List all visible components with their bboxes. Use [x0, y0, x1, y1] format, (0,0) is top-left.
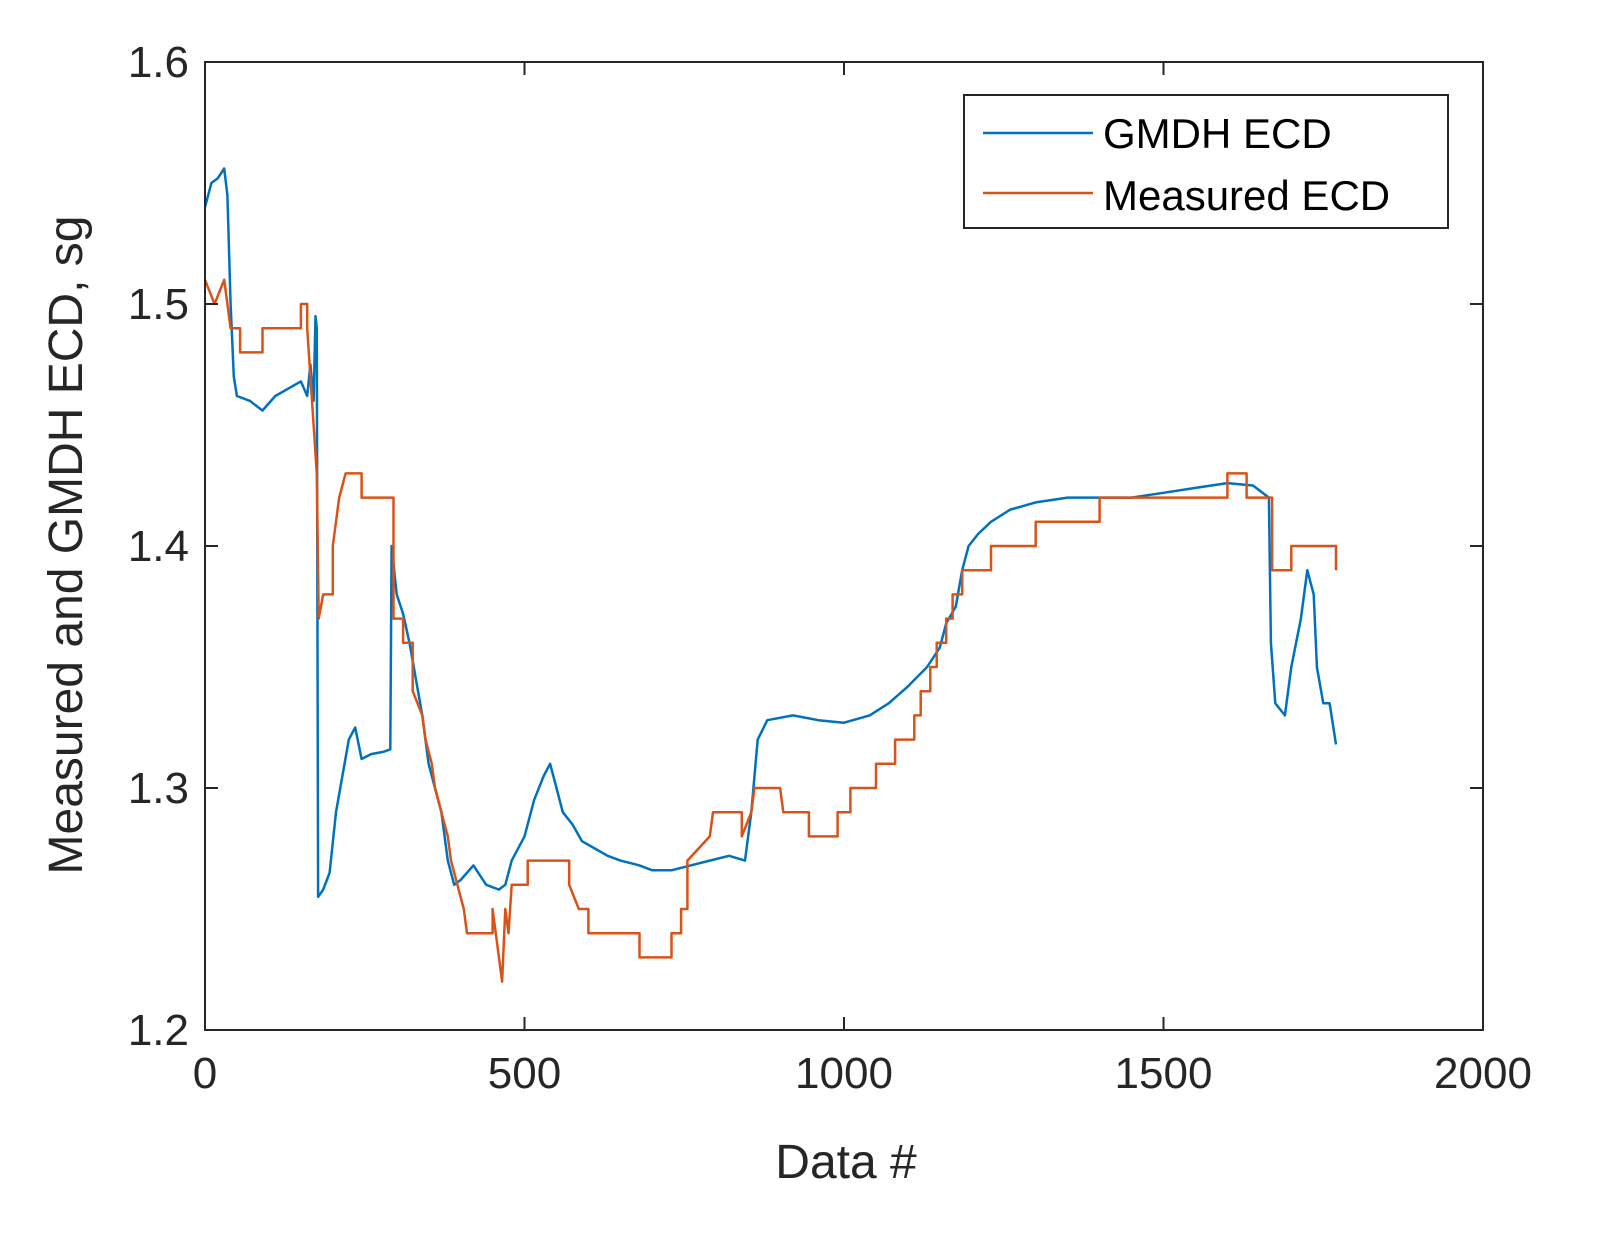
legend-box [963, 94, 1449, 229]
y-axis-label: Measured and GMDH ECD, sg [40, 216, 93, 875]
x-axis-label: Data # [775, 1136, 917, 1189]
legend: GMDH ECD Measured ECD [963, 94, 1449, 229]
y-tick-label: 1.6 [128, 38, 189, 87]
legend-label-measured-ecd: Measured ECD [1103, 172, 1390, 219]
x-tick-label: 0 [193, 1049, 217, 1098]
y-tick-label: 1.5 [128, 280, 189, 329]
y-tick-label: 1.2 [128, 1006, 189, 1055]
legend-label-gmdh-ecd: GMDH ECD [1103, 110, 1332, 157]
x-tick-label: 500 [488, 1049, 561, 1098]
series-line-measured-ecd [203, 278, 1338, 983]
axes: 0 500 1000 1500 2000 1.2 1.3 1.4 1.5 1.6 [128, 38, 1532, 1098]
y-tick-label: 1.4 [128, 522, 189, 571]
x-tick-label: 2000 [1434, 1049, 1532, 1098]
x-tick-label: 1000 [795, 1049, 893, 1098]
plot-area [203, 167, 1338, 983]
y-tick-label: 1.3 [128, 764, 189, 813]
x-tick-label: 1500 [1115, 1049, 1213, 1098]
